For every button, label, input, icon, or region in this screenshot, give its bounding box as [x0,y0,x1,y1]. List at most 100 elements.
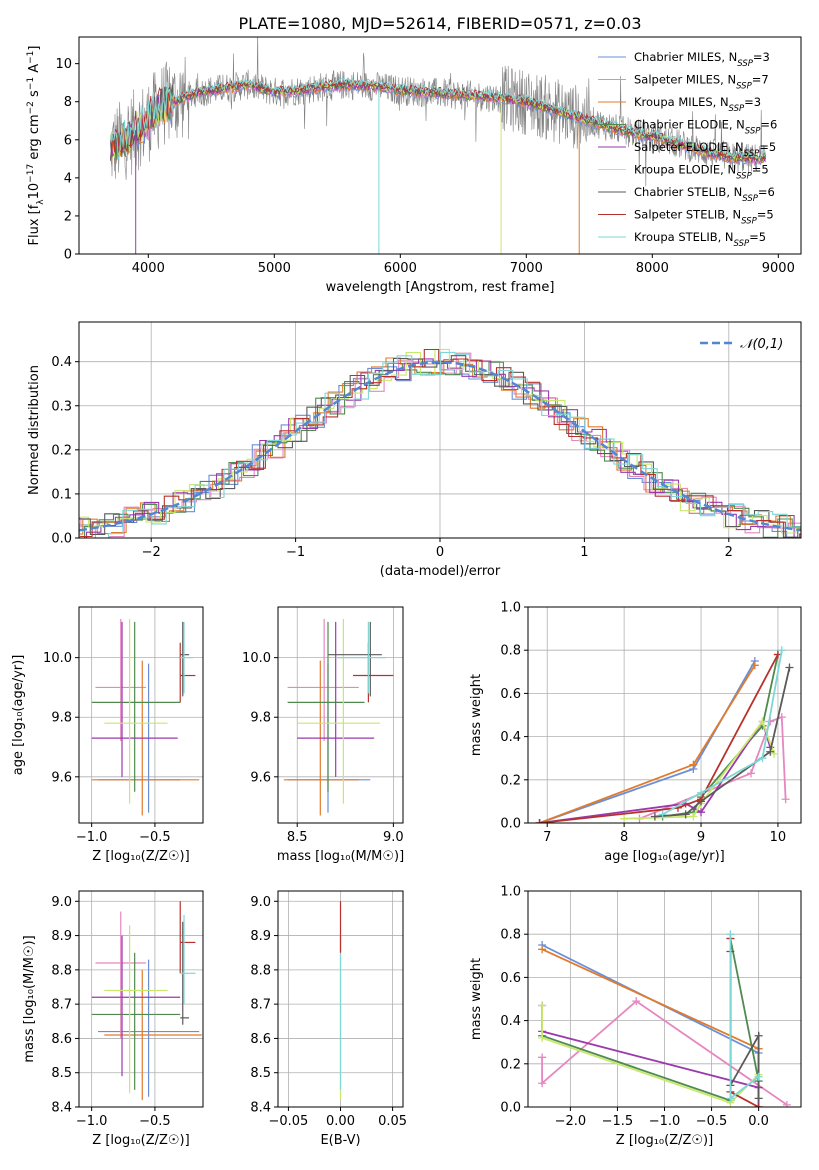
y-axis-label-part: s [27,90,42,101]
x-tick-label: −0.5 [139,830,171,845]
legend-entry-count: =3 [744,95,761,109]
y-axis-label-part: −2 [26,101,36,114]
axes-frame [78,36,802,255]
mass-vs-extinction-panel: −0.05 0.00 0.05 8.4 8.5 8.6 8.7 8.8 8.9 9.0 E(B-V) [250,890,407,1148]
y-axis-label-part: erg cm [27,114,42,163]
x-tick-label: 6000 [384,261,417,276]
series-marker-4 [697,808,706,817]
x-tick-label: −2.0 [555,1114,587,1129]
y-tick-label: 9.0 [51,895,72,910]
x-tick-label: −2 [142,545,161,560]
y-tick-label: 8.7 [250,998,271,1013]
legend-entry-count: =5 [749,230,766,244]
legend-entry-4: Salpeter ELODIE, NSSP=5 [634,140,776,159]
x-tick-label: 8000 [636,261,669,276]
spectrum-panel: 4000 5000 6000 7000 8000 9000 0 2 4 6 8 10 wavelengt… [26,36,802,295]
legend-entry-7: Salpeter STELIB, NSSP=5 [634,208,774,227]
y-tick-label: 8.6 [250,1032,271,1047]
y-axis-label-part: λ [36,199,46,205]
legend-entry-1: Salpeter MILES, NSSP=7 [634,73,769,92]
y-axis-label: age [log₁₀(age/yr)] [11,655,26,776]
y-tick-label: 8 [64,95,72,110]
y-tick-label: 1.0 [500,885,521,900]
y-axis-label-part: 10 [27,183,42,200]
y-tick-label: 0.6 [500,687,521,702]
series-marker-8 [758,754,767,763]
axes-frame [527,606,802,824]
legend-entry-count: =6 [760,118,777,132]
series-marker-2 [538,945,547,954]
y-axis-label-part: −17 [26,164,36,183]
series-marker-6 [681,810,690,819]
residual-distribution-panel: −2 −1 0 1 2 0.0 0.1 0.2 0.3 0.4 (data-model)/error… [27,321,802,579]
series-marker-5 [620,814,629,823]
x-tick-label: 0.0 [748,1114,769,1129]
y-tick-label: 4 [64,171,72,186]
y-tick-label: 8.9 [51,929,72,944]
x-tick-label: 0.05 [378,1114,407,1129]
y-axis-label-part: −1 [26,51,36,64]
observed-spectrum-line [110,37,766,187]
series-marker-8 [726,1094,735,1103]
y-tick-label: 0.2 [500,773,521,788]
histogram-step-2 [79,357,801,535]
y-axis-label: Normed distribution [27,365,42,495]
y-tick-label: 9.6 [250,770,271,785]
x-tick-label: −0.5 [139,1114,171,1129]
legend-entry-subscript: SSP [741,217,757,227]
y-tick-label: 10.0 [242,651,271,666]
y-tick-label: 0.4 [51,355,72,370]
series-marker-1 [747,769,756,778]
legend-entry-text: Chabrier MILES, N [634,50,737,64]
y-axis-label-part: A [27,64,42,77]
series-line-2 [541,948,760,1107]
x-tick-label: 7 [543,830,551,845]
figure-title: PLATE=1080, MJD=52614, FIBERID=0571, z=0… [238,14,641,33]
series-marker-8 [777,646,786,655]
plot-area [91,901,202,1101]
x-axis-label: (data-model)/error [380,564,501,579]
y-tick-label: 0.4 [500,1014,521,1029]
legend-entry-5: Kroupa ELODIE, NSSP=5 [634,163,769,182]
series-marker-8 [726,930,735,939]
y-tick-label: 6 [64,133,72,148]
age-vs-mass-panel: 8.5 9.0 9.6 9.8 10.0 mass [log₁₀(M/M☉)] [242,606,404,864]
series-marker-5 [758,717,767,726]
x-tick-label: −1.0 [649,1114,681,1129]
axes-frame [277,606,404,824]
series-marker-1 [538,1053,547,1062]
y-tick-label: 0.2 [500,1057,521,1072]
y-tick-label: 0.1 [51,487,72,502]
series-marker-1 [632,997,641,1006]
y-tick-label: 0.2 [51,443,72,458]
x-tick-label: 8 [620,830,628,845]
legend-entry-subscript: SSP [745,127,761,137]
series-line-2 [539,664,756,823]
y-tick-label: 9.6 [51,770,72,785]
x-tick-label: 4000 [132,261,165,276]
x-tick-label: 5000 [258,261,291,276]
legend-entry-6: Chabrier STELIB, NSSP=6 [634,185,775,204]
x-tick-label: 9 [697,830,705,845]
y-tick-label: 0.3 [51,399,72,414]
histogram-step-6 [79,355,801,538]
y-tick-label: 2 [64,209,72,224]
y-tick-label: 0.6 [500,971,521,986]
series-marker-2 [689,760,698,769]
series-marker-5 [538,1001,547,1010]
y-tick-label: 1.0 [500,601,521,616]
x-tick-label: 9000 [762,261,795,276]
legend-entry-count: =3 [753,50,770,64]
y-tick-label: 0.0 [500,817,521,832]
y-tick-label: 8.5 [250,1066,271,1081]
y-tick-label: 8.8 [250,963,271,978]
x-tick-label: −1.5 [602,1114,634,1129]
axes-frame [78,606,204,824]
plot-area [535,646,794,823]
legend-entry-text: Salpeter STELIB, N [634,208,741,222]
series-line-3 [662,654,779,818]
y-axis-label: mass [log₁₀(M/M☉)] [22,935,37,1062]
y-tick-label: 0.0 [500,1101,521,1116]
x-tick-label: 10 [770,830,787,845]
plot-area [283,618,394,816]
